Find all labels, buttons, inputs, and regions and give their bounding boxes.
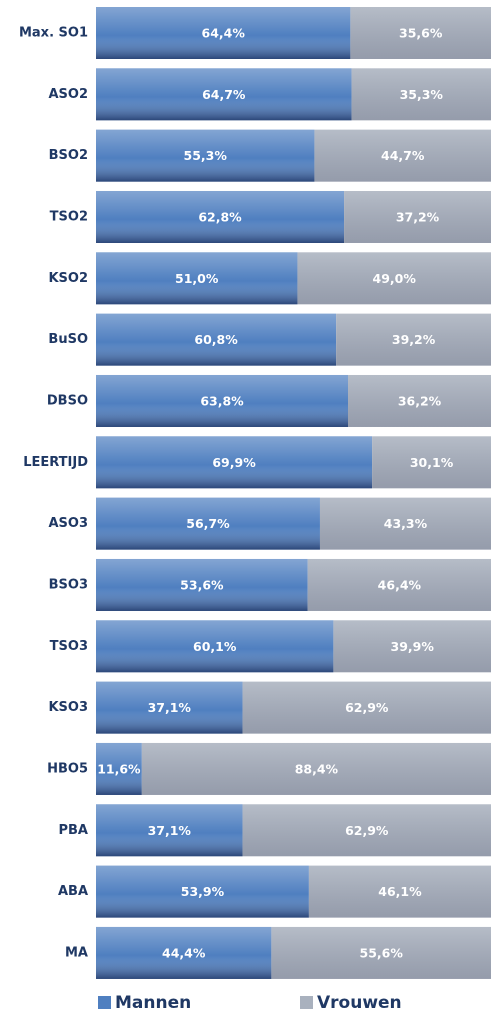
data-label: 60,1% [193, 639, 237, 654]
bar-shade [96, 926, 272, 979]
data-label: 46,1% [378, 884, 422, 899]
bar-shade [351, 68, 491, 121]
data-label: 60,8% [194, 332, 238, 347]
bar-shade [96, 804, 243, 857]
data-label: 49,0% [373, 271, 417, 286]
data-label: 56,7% [186, 516, 230, 531]
data-label: 30,1% [410, 455, 454, 470]
data-label: 37,1% [148, 700, 192, 715]
bar-shade [333, 620, 491, 673]
legend-swatch [300, 996, 313, 1009]
category-label: Max. SO1 [19, 26, 88, 41]
data-label: 69,9% [212, 455, 256, 470]
data-label: 44,7% [381, 148, 425, 163]
data-label: 51,0% [175, 271, 219, 286]
data-label: 55,6% [360, 945, 404, 960]
legend-swatch [98, 996, 111, 1009]
data-label: 62,8% [198, 209, 242, 224]
category-label: BSO3 [49, 577, 88, 592]
category-label: MA [65, 945, 88, 960]
legend-label: Vrouwen [317, 993, 402, 1013]
bar-shade [271, 926, 491, 979]
category-label: ASO3 [48, 516, 88, 531]
bar-shade [96, 68, 352, 121]
bar-shade [96, 742, 142, 795]
category-label: TSO3 [50, 639, 88, 654]
bar-shade [96, 374, 349, 427]
bar-shade [96, 558, 308, 611]
data-label: 88,4% [295, 761, 339, 776]
bar-shade [242, 681, 491, 734]
legend-label: Mannen [115, 993, 191, 1013]
data-label: 11,6% [97, 761, 141, 776]
bar-shade [96, 190, 345, 243]
bar-shade [96, 865, 309, 918]
data-label: 53,6% [180, 577, 224, 592]
bar-shade [96, 497, 320, 550]
data-label: 37,2% [396, 209, 440, 224]
data-label: 36,2% [398, 393, 442, 408]
bar-shade [336, 313, 491, 366]
category-label: ABA [58, 884, 88, 899]
bar-shade [307, 558, 491, 611]
data-label: 35,3% [400, 87, 444, 102]
bar-shade [350, 7, 491, 59]
category-label: KSO2 [48, 271, 88, 286]
bar-shade [319, 497, 491, 550]
category-label: HBO5 [47, 761, 88, 776]
bar-shade [96, 313, 337, 366]
data-label: 64,7% [202, 87, 246, 102]
bar-shade [372, 436, 491, 489]
data-label: 39,2% [392, 332, 436, 347]
data-label: 46,4% [378, 577, 422, 592]
data-label: 62,9% [345, 823, 389, 838]
bar-shade [314, 129, 491, 182]
category-label: BuSO [48, 332, 88, 347]
data-label: 43,3% [384, 516, 428, 531]
data-label: 44,4% [162, 945, 206, 960]
bar-shade [242, 804, 491, 857]
bar-shade [96, 7, 351, 59]
category-label: TSO2 [50, 209, 88, 224]
bar-shade [348, 374, 491, 427]
bar-shade [141, 742, 491, 795]
data-label: 53,9% [181, 884, 225, 899]
data-label: 55,3% [184, 148, 228, 163]
bar-shade [96, 620, 334, 673]
data-label: 64,4% [202, 26, 246, 41]
bar-shade [96, 436, 373, 489]
category-label: BSO2 [49, 148, 88, 163]
bar-shade [297, 252, 491, 305]
bar-shade [308, 865, 491, 918]
data-label: 63,8% [200, 393, 244, 408]
data-label: 37,1% [148, 823, 192, 838]
bar-shade [96, 681, 243, 734]
category-label: DBSO [47, 393, 88, 408]
bar-shade [96, 129, 315, 182]
category-label: KSO3 [48, 700, 88, 715]
data-label: 35,6% [399, 26, 443, 41]
data-label: 62,9% [345, 700, 389, 715]
bar-shade [96, 252, 298, 305]
category-label: PBA [59, 823, 89, 838]
bar-shade [344, 190, 491, 243]
category-label: ASO2 [48, 87, 88, 102]
category-label: LEERTIJD [23, 455, 88, 470]
data-label: 39,9% [391, 639, 435, 654]
